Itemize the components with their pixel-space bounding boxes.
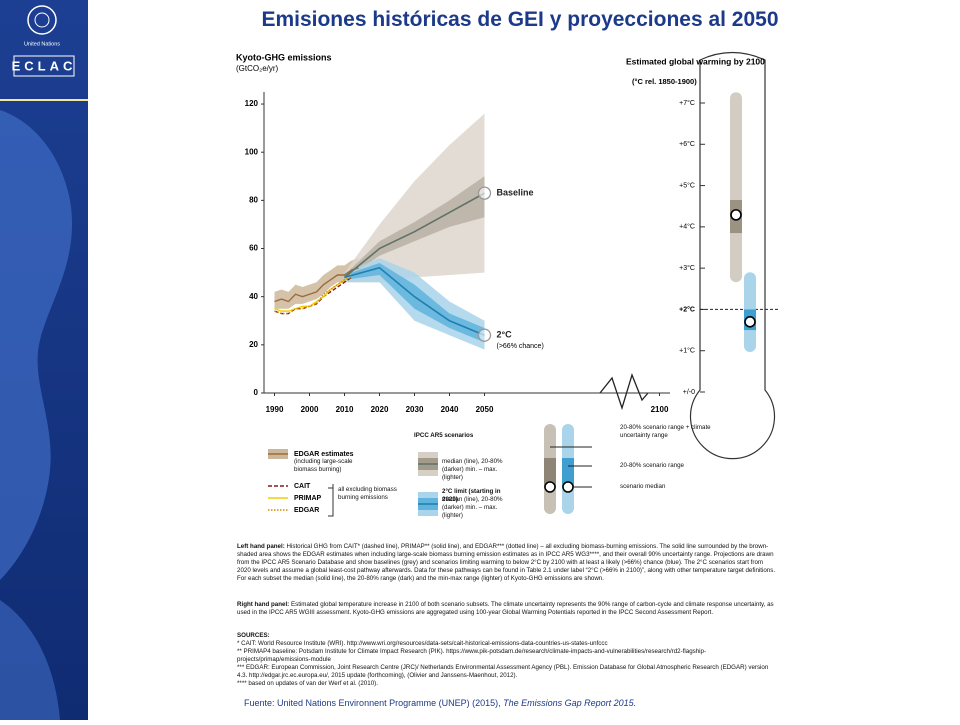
y-tick-label: 60 [249,244,258,253]
y-tick-label: 40 [249,292,258,301]
y-tick-label: 20 [249,340,258,349]
footer: Fuente: United Nations Environnent Progr… [244,698,636,708]
y-tick-label: 0 [254,388,259,397]
legend-text: all excluding biomass burning emissions [338,486,397,501]
median [730,209,742,221]
logo-text: ECLAC [12,58,77,73]
legend-label: CAIT [294,483,311,490]
sidebar: United Nations ECLAC [0,0,88,720]
footer-work: The Emissions Gap Report 2015. [503,698,637,708]
map-shape [0,110,73,580]
end-marker [477,328,492,342]
map-shape [0,600,60,720]
un-logo [27,5,57,35]
series-line [274,276,352,315]
legend-title: IPCC AR5 scenarios [414,432,474,439]
note-head: Right hand panel: [237,601,290,608]
y-tick-label: +/-0 [683,389,695,396]
source: *** EDGAR: European Commission, Joint Re… [237,664,769,679]
band [344,176,485,280]
legend-text: median (line), 20-80% (darker) min. – ma… [442,496,503,519]
x-tick-label: 2020 [371,405,389,414]
note-text: Estimated global temperature increase in… [237,601,774,616]
outer-range [730,92,742,283]
legend-text: 20-80% scenario range + climate uncertai… [620,424,711,439]
x-tick-label: 2050 [476,405,494,414]
axis-break [599,373,649,411]
x-tick-label: 1990 [266,405,284,414]
legend-label: EDGAR estimates [294,451,354,458]
legend-swatch [544,481,556,493]
axis-unit: (°C rel. 1850-1900) [632,77,697,86]
y-tick-label: 80 [249,195,258,204]
band [344,113,485,283]
footer-text: Fuente: United Nations Environnent Progr… [244,698,504,708]
x-tick-label: 2010 [336,405,354,414]
y-tick-label: 100 [245,147,259,156]
legend-label: PRIMAP [294,495,322,502]
y-tick-label: +5°C [679,181,695,189]
end-marker [477,186,492,200]
legend-swatch [562,481,574,493]
legend-text: median (line), 20-80% (darker) min. – ma… [442,458,503,481]
note-head: Left hand panel: [237,543,285,550]
source: **** based on updates of van der Werf et… [237,680,378,687]
y-tick-label: +2°C [679,305,695,313]
legend-text: 20-80% scenario range [620,462,684,469]
legend-text: (including large-scale biomass burning) [294,458,353,473]
legend-text: scenario median [620,483,666,490]
x-tick-label: 2000 [301,405,319,414]
sources: SOURCES: * CAIT: World Resource Institut… [237,632,777,688]
note-text: Historical GHG from CAIT* (dashed line),… [237,543,776,582]
series-line [343,192,485,279]
slide-title: Emisiones históricas de GEI y proyeccion… [261,8,779,31]
series-label: Baseline [497,188,534,198]
y-tick-label: +6°C [679,140,695,148]
chart-title: Estimated global warming by 2100 [626,56,765,66]
org-name: United Nations [24,41,60,47]
y-tick-label: +4°C [679,223,695,231]
legend-swatch [544,458,556,488]
source: ** PRIMAP4 baseline: Potsdam Institute f… [237,648,707,663]
legend-text: 2°C limit (starting in 2020) [442,488,501,503]
sidebar-art: United Nations ECLAC [0,5,88,720]
y-tick-label: +7°C [679,99,695,107]
series-line [274,267,359,303]
series-label: 2°C [497,330,513,340]
x-tick-label: 2040 [441,405,459,414]
series-line [344,266,485,336]
note: Left hand panel: Historical GHG from CAI… [237,543,777,583]
y-tick-label: +1°C [679,347,695,355]
band [344,262,485,343]
x-tick-label: 2030 [406,405,424,414]
axis-unit: (GtCO₂e/yr) [236,64,279,73]
logo-box [13,55,75,77]
sources-head: SOURCES: [237,632,270,639]
legend-label: EDGAR [294,507,319,514]
x-tick-label: 2100 [651,405,669,414]
median [744,316,756,328]
un-logo [34,12,50,28]
band [274,258,359,309]
chart-title: Kyoto-GHG emissions [236,52,332,62]
y-tick-label: 120 [245,99,259,108]
source: * CAIT: World Resource Institute (WRI). … [237,640,608,647]
y-tick-label: +3°C [679,264,695,272]
legend-brace [328,484,334,517]
annotation: (>66% chance) [497,343,544,350]
note: Right hand panel: Estimated global tempe… [237,601,777,617]
